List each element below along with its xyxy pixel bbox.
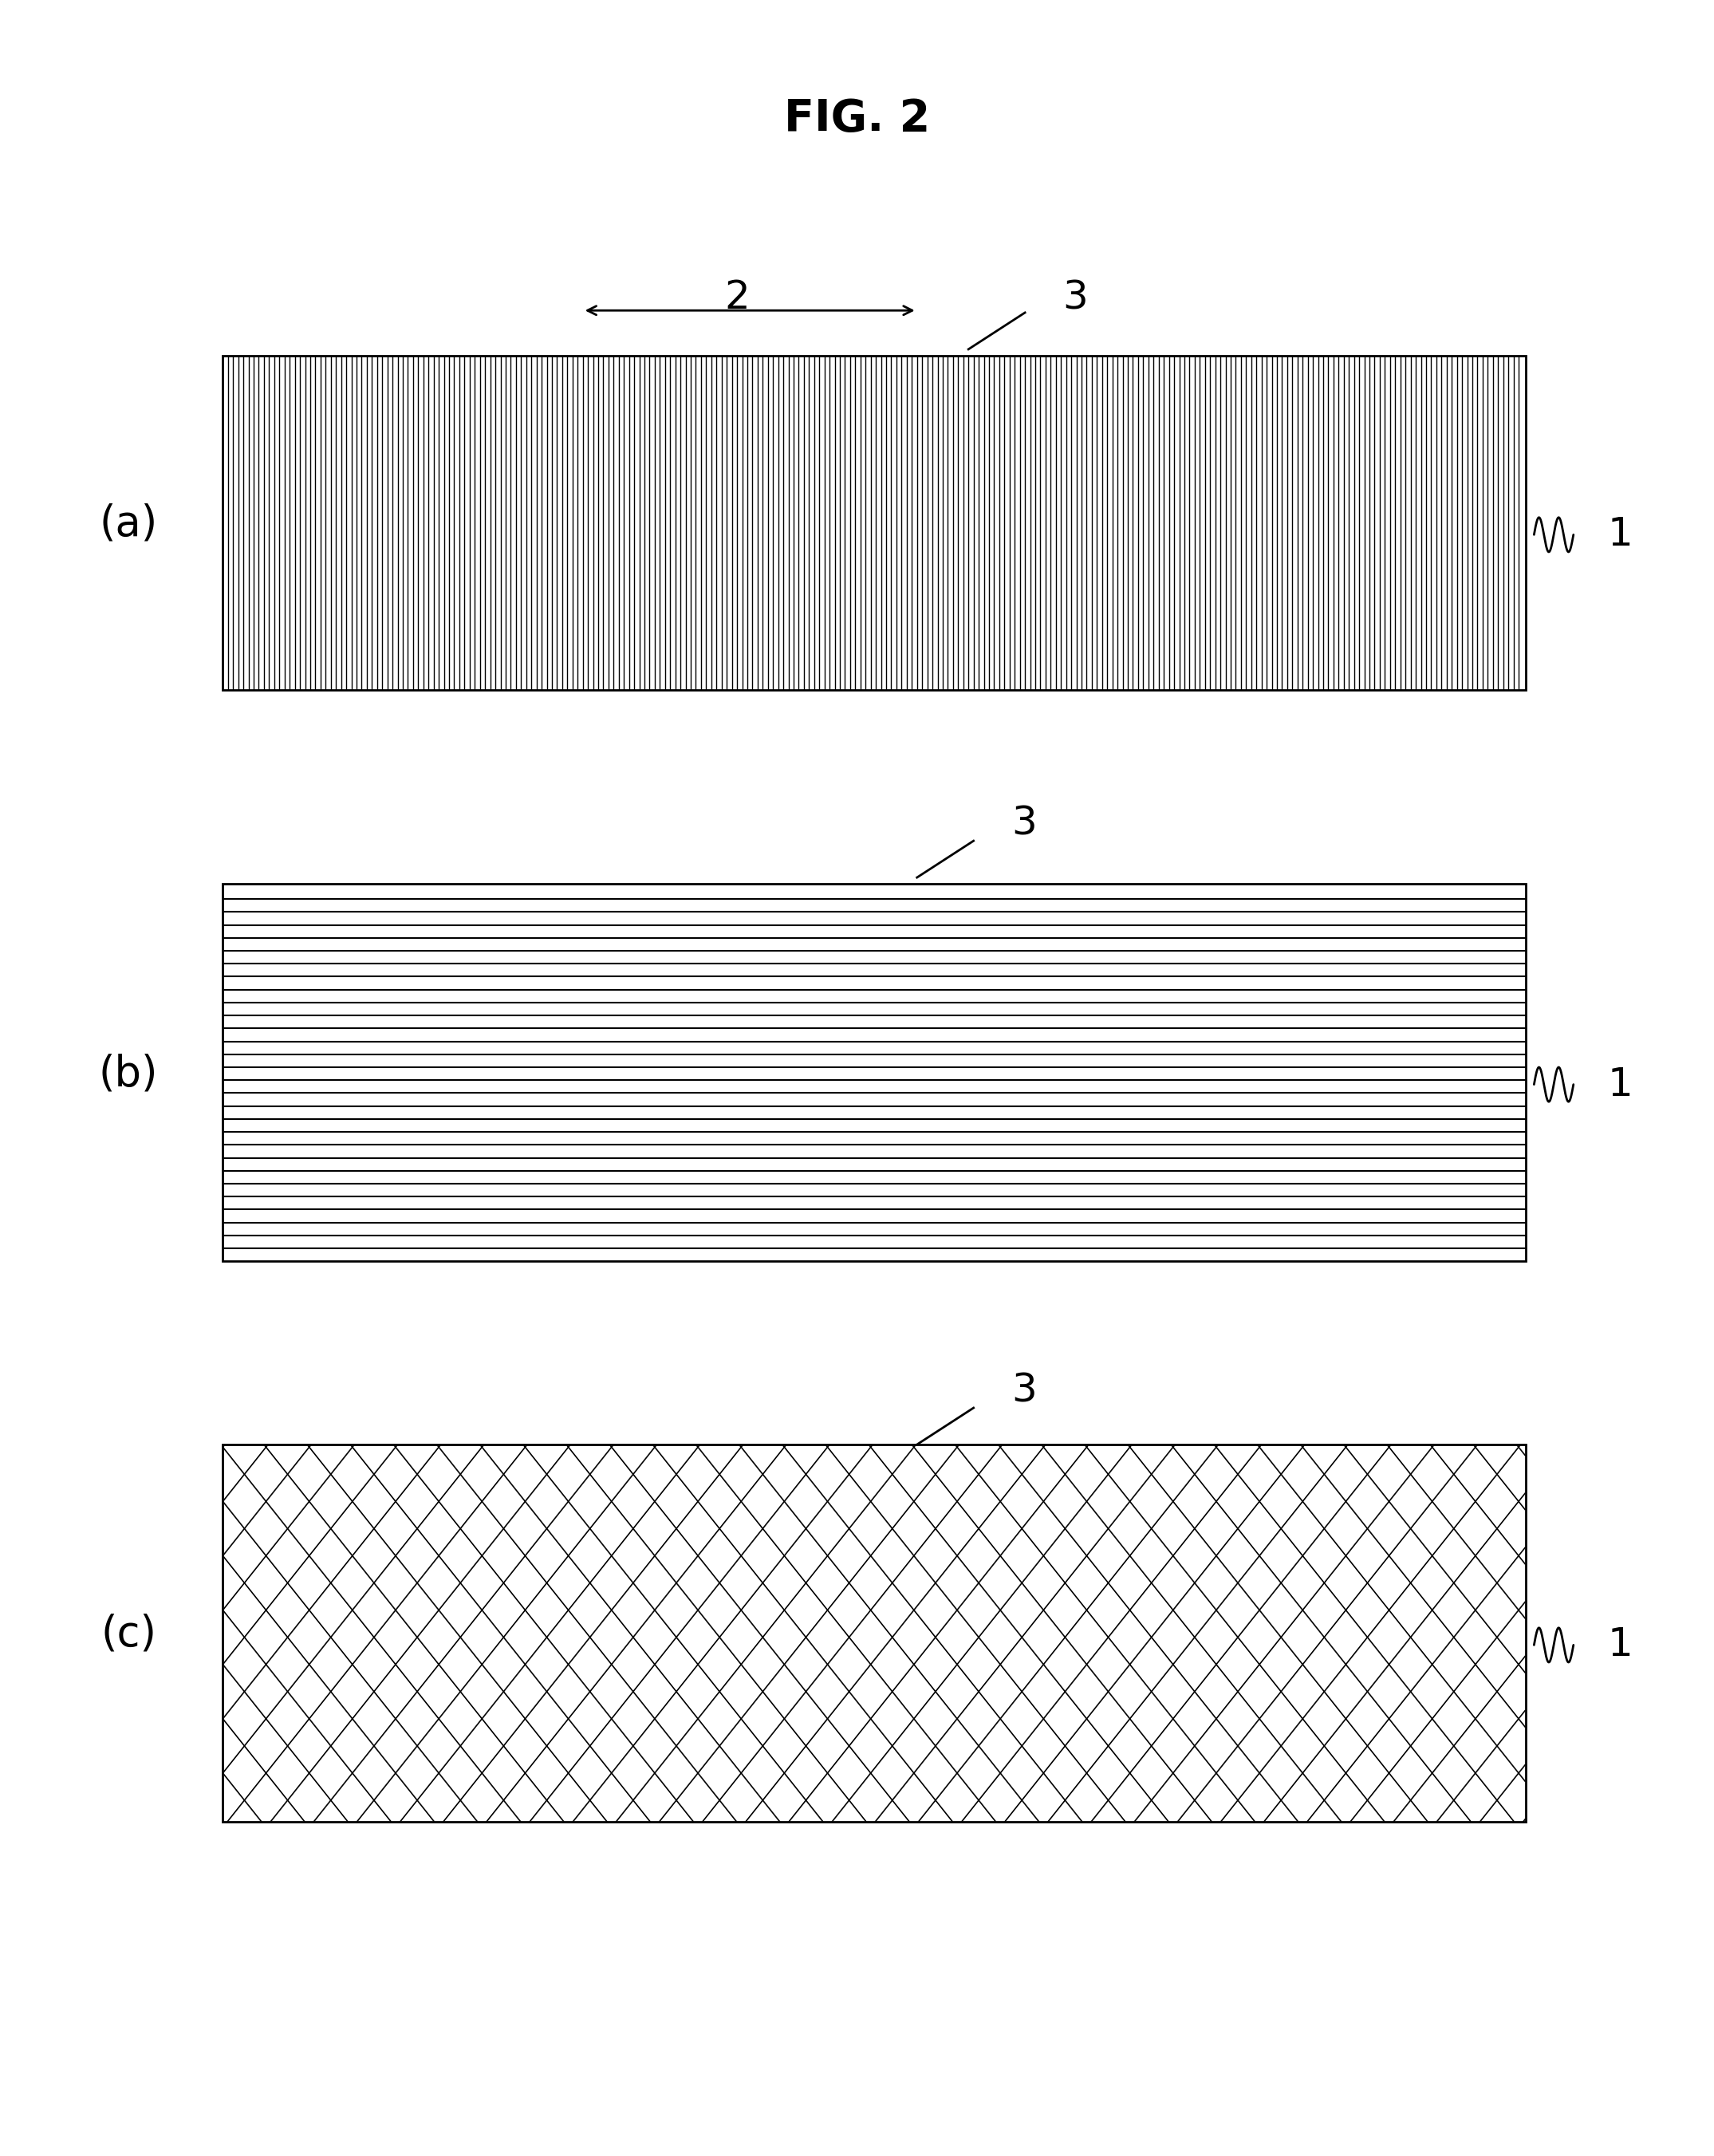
Text: FIG. 2: FIG. 2	[783, 97, 931, 140]
Text: 3: 3	[1011, 804, 1037, 843]
Bar	[223, 1445, 1525, 1822]
Text: 3: 3	[1063, 278, 1088, 317]
Bar	[223, 356, 1525, 690]
Text: 3: 3	[1011, 1371, 1037, 1410]
Text: 1: 1	[1608, 1065, 1633, 1104]
Text: 2: 2	[725, 278, 749, 317]
Bar	[223, 884, 1525, 1261]
Text: 1: 1	[1608, 515, 1633, 554]
Bar	[223, 1445, 1525, 1822]
Text: (b): (b)	[99, 1052, 158, 1095]
Text: (c): (c)	[101, 1613, 156, 1656]
Bar	[223, 356, 1525, 690]
Text: 1: 1	[1608, 1626, 1633, 1664]
Bar	[223, 884, 1525, 1261]
Text: (a): (a)	[99, 502, 158, 545]
